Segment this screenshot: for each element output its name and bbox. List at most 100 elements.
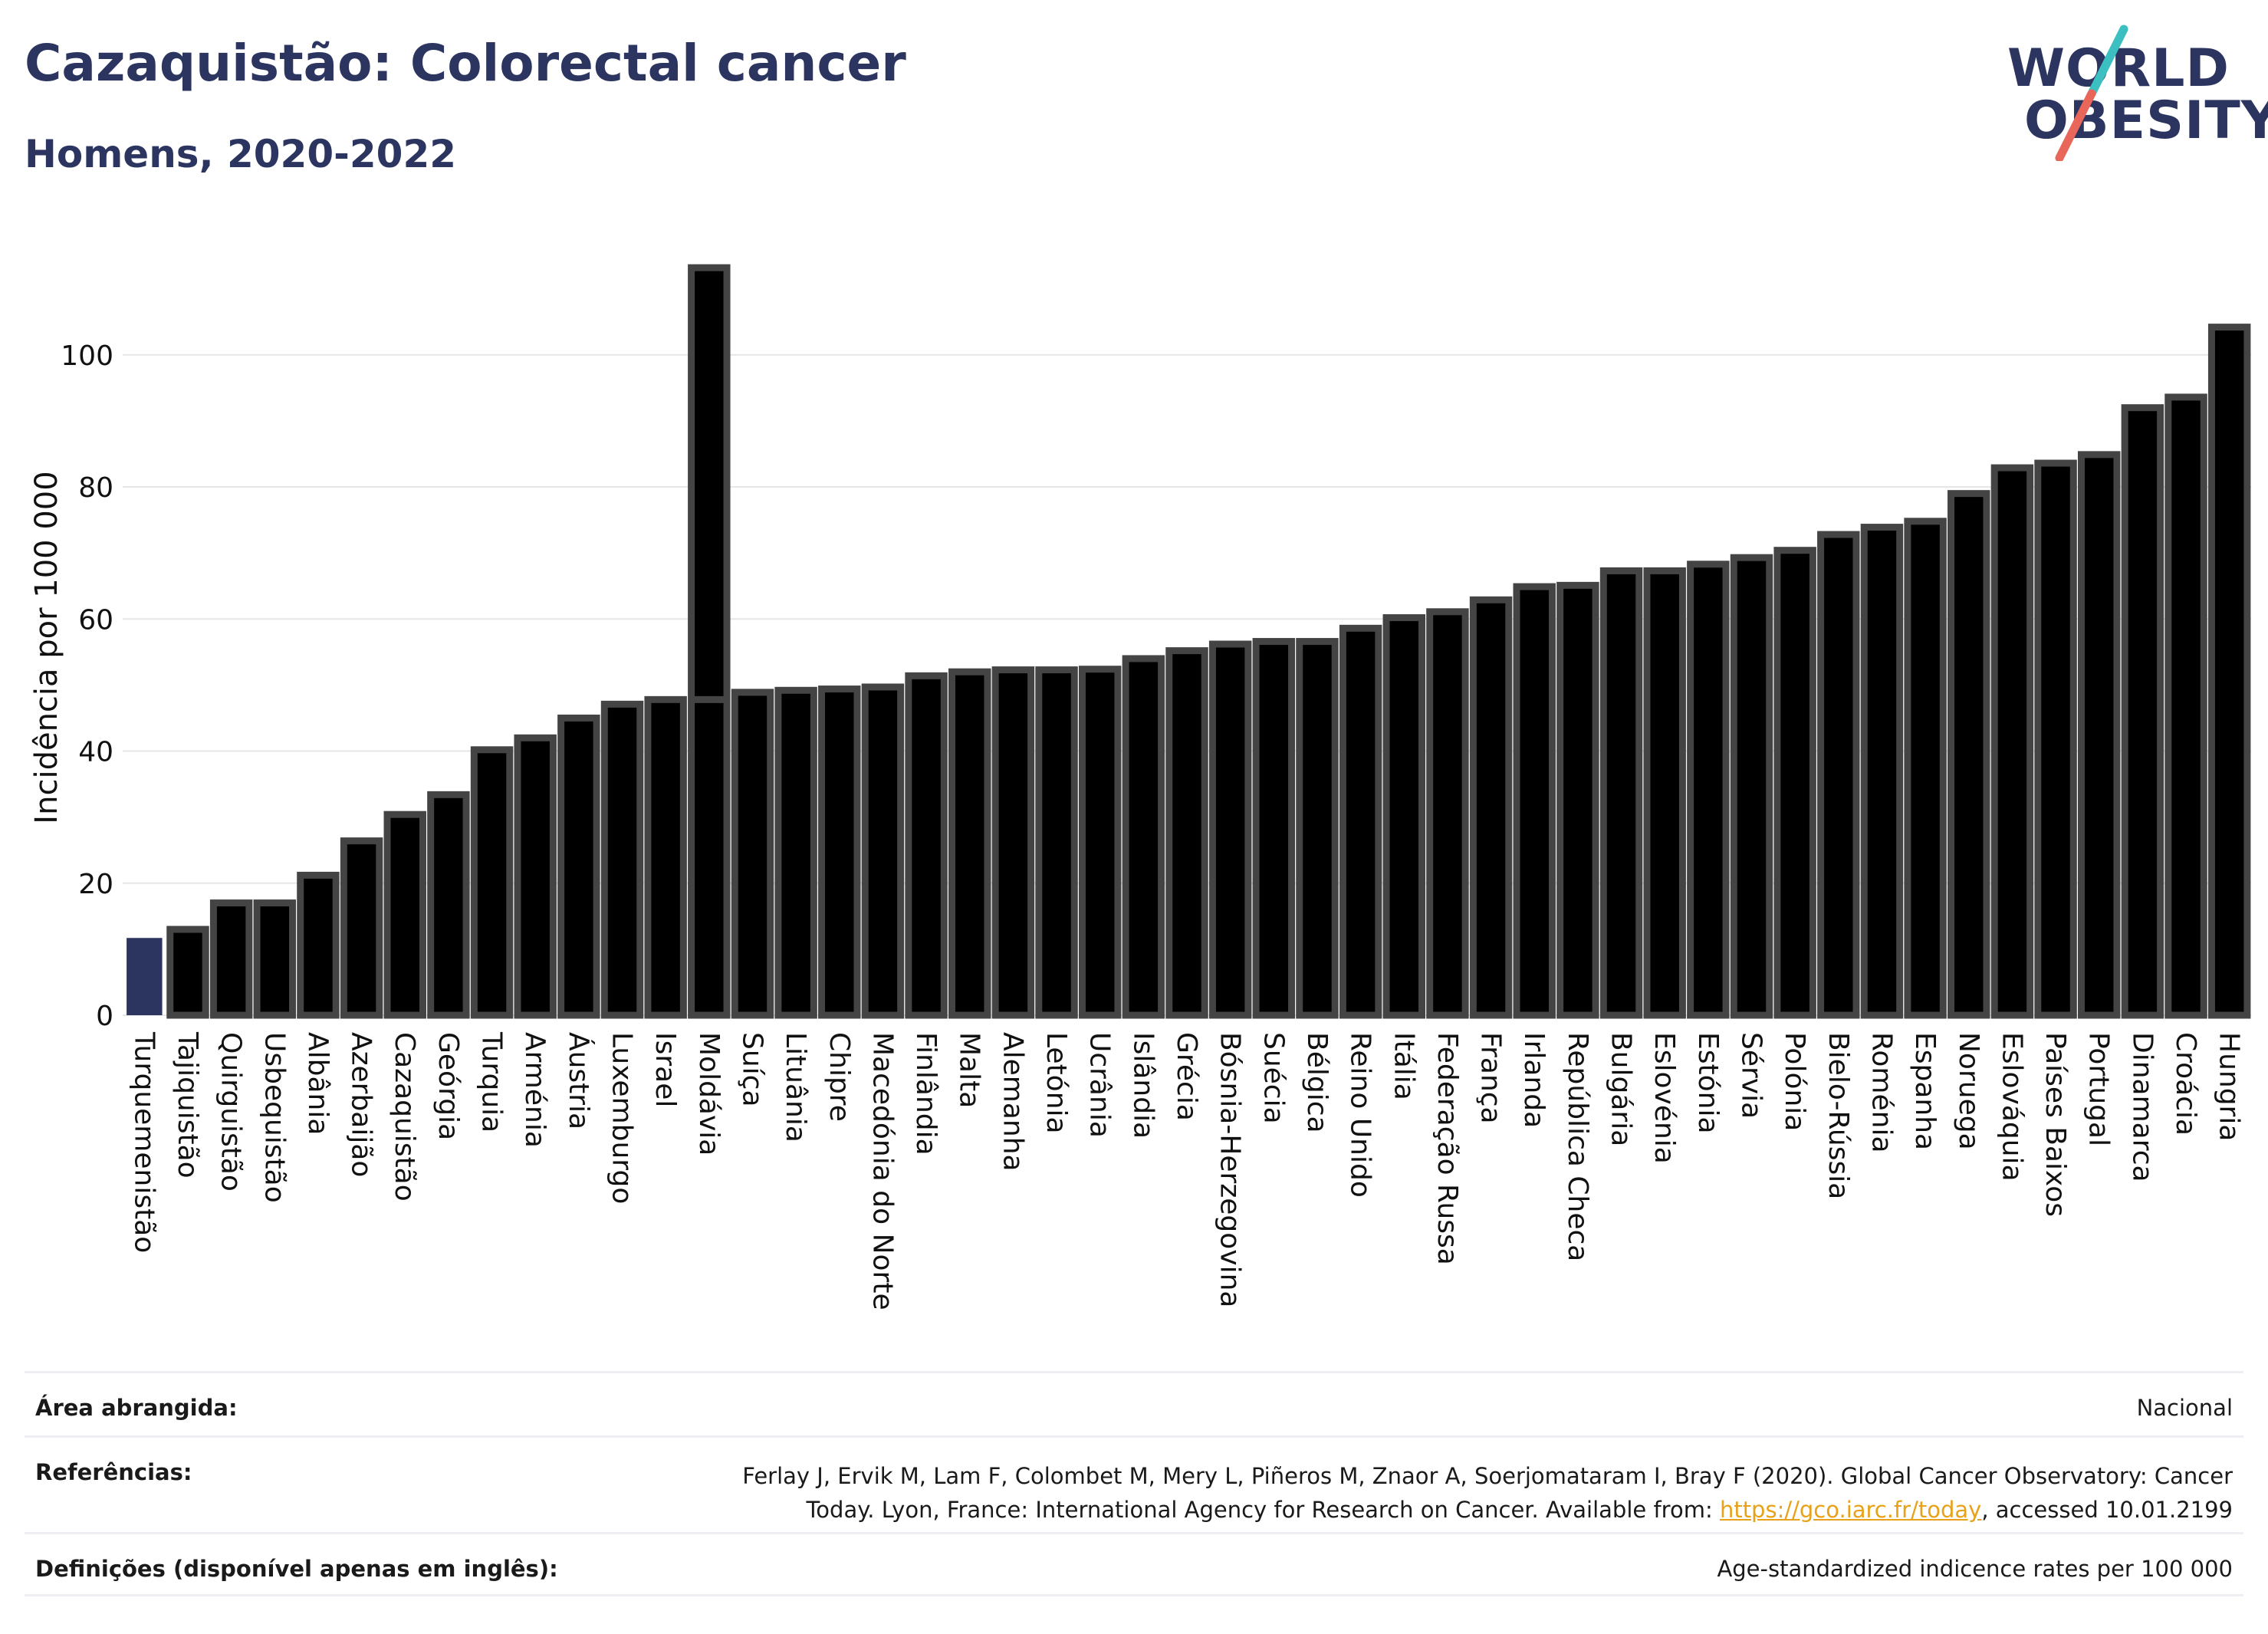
footer-row-area: Área abrangida: Nacional [25, 1371, 2243, 1435]
bar [1122, 655, 1165, 1019]
chart-subtitle: Homens, 2020-2022 [25, 132, 457, 176]
bar [297, 871, 340, 1019]
bar [1426, 608, 1469, 1019]
bar [688, 264, 731, 1019]
x-tick-label: Albânia [302, 1032, 334, 1135]
y-tick-label: 40 [78, 737, 113, 768]
x-tick-label: Lituânia [780, 1032, 811, 1142]
bar [209, 899, 253, 1019]
x-tick-label: Itália [1388, 1032, 1419, 1100]
bar [1469, 596, 1513, 1019]
footer-table: Área abrangida: Nacional Referências: Fe… [25, 1371, 2243, 1596]
bar [644, 695, 687, 1019]
definitions-label: Definições (disponível apenas em inglês)… [35, 1556, 558, 1582]
references-label: Referências: [35, 1459, 192, 1485]
bar [1078, 666, 1122, 1019]
bar [514, 734, 557, 1019]
x-tick-label: Irlanda [1518, 1032, 1550, 1128]
bar [1773, 547, 1816, 1019]
x-tick-label: Usbequistão [258, 1032, 290, 1203]
x-tick-label: Bulgária [1606, 1032, 1637, 1146]
bar [2121, 404, 2164, 1019]
x-tick-label: Polónia [1779, 1032, 1810, 1131]
x-tick-label: Espanha [1909, 1032, 1941, 1150]
x-tick-label: Roménia [1865, 1032, 1897, 1153]
x-tick-label: Bósnia-Herzegovina [1215, 1032, 1246, 1307]
reference-line2-post: , accessed 10.01.2199 [1981, 1497, 2233, 1523]
y-tick-label: 80 [78, 472, 113, 504]
bars [127, 264, 2251, 1019]
bar-chart: 0 20 40 60 80 100 Turquemenistão Tajiquistão Qu… [29, 264, 2251, 1310]
x-tick-label: Bielo-Rússia [1823, 1032, 1854, 1199]
footer-row-definitions: Definições (disponível apenas em inglês)… [25, 1532, 2243, 1596]
bar [861, 683, 905, 1019]
logo-text-line1: WORLD [2007, 38, 2230, 99]
bar [1730, 554, 1773, 1019]
bar [1948, 490, 1990, 1019]
bar [1904, 518, 1947, 1019]
bar [2164, 393, 2207, 1019]
bar [2207, 324, 2251, 1019]
bar [818, 685, 861, 1019]
bar [991, 666, 1035, 1019]
bar [905, 672, 948, 1019]
x-tick-label: Suíça [736, 1032, 768, 1107]
y-tick-label: 60 [78, 604, 113, 636]
x-tick-label: Turquia [476, 1031, 508, 1133]
x-tick-label: Estónia [1692, 1032, 1724, 1134]
x-tick-label: Turquemenistão [128, 1031, 159, 1253]
x-tick-label: Hungria [2214, 1032, 2245, 1141]
bar [1643, 567, 1686, 1019]
x-tick-label: Luxemburgo [606, 1032, 638, 1204]
bar [1687, 561, 1730, 1019]
x-tick-label: França [1475, 1032, 1507, 1124]
x-tick-label: Tajiquistão [172, 1031, 203, 1179]
x-tick-label: Países Baixos [2040, 1032, 2071, 1217]
bar [2077, 451, 2121, 1019]
bar [1382, 614, 1425, 1019]
logo-slash-icon [2055, 25, 2128, 161]
bar [166, 925, 209, 1019]
x-tick-label: Ucrânia [1084, 1032, 1116, 1138]
bar [1860, 524, 1904, 1019]
bar [253, 899, 297, 1019]
y-tick-label: 100 [61, 340, 113, 372]
area-label: Área abrangida: [35, 1395, 238, 1421]
x-tick-label: Letónia [1040, 1032, 1072, 1134]
bar [557, 714, 600, 1019]
references-value: Ferlay J, Ervik M, Lam F, Colombet M, Me… [742, 1459, 2233, 1527]
x-tick-label: Portugal [2083, 1032, 2115, 1146]
x-tick-label: Reino Unido [1345, 1032, 1376, 1198]
area-value: Nacional [2136, 1395, 2233, 1421]
bar [948, 668, 991, 1019]
bar [1296, 638, 1339, 1019]
reference-link[interactable]: https://gco.iarc.fr/today [1719, 1497, 1982, 1523]
bar [1165, 647, 1208, 1019]
bar [383, 810, 426, 1019]
bar [1035, 666, 1078, 1019]
x-tick-label: Alemanha [997, 1032, 1028, 1172]
world-obesity-logo: WORLD OBESITY [2001, 23, 2268, 161]
x-tick-label: Moldávia [693, 1032, 725, 1156]
x-axis-labels: Turquemenistão Tajiquistão Quirguistão Usbe… [128, 1031, 2244, 1310]
reference-line1: Ferlay J, Ervik M, Lam F, Colombet M, Me… [742, 1463, 2233, 1489]
x-tick-label: Macedónia do Norte [866, 1032, 898, 1310]
bar [1817, 531, 1860, 1019]
x-tick-label: Croácia [2170, 1032, 2201, 1136]
reference-line2-pre: Today. Lyon, France: International Agenc… [806, 1497, 1720, 1523]
x-tick-label: Israel [649, 1032, 681, 1107]
x-tick-label: Finlândia [910, 1032, 942, 1156]
x-tick-label: Grécia [1171, 1032, 1202, 1121]
x-tick-label: Chipre [823, 1032, 855, 1122]
x-tick-label: Geórgia [432, 1032, 464, 1140]
y-axis-label: Incidência por 100 000 [29, 471, 64, 824]
bar [1513, 583, 1556, 1019]
bar [600, 700, 644, 1019]
y-tick-label: 0 [96, 1001, 113, 1032]
chart-title: Cazaquistão: Colorectal cancer [25, 34, 906, 93]
footer-row-references: Referências: Ferlay J, Ervik M, Lam F, C… [25, 1435, 2243, 1532]
bar [1252, 638, 1296, 1019]
x-tick-label: Noruega [1953, 1032, 1984, 1150]
bar [1556, 581, 1599, 1019]
x-tick-label: Azerbaijão [346, 1032, 377, 1177]
